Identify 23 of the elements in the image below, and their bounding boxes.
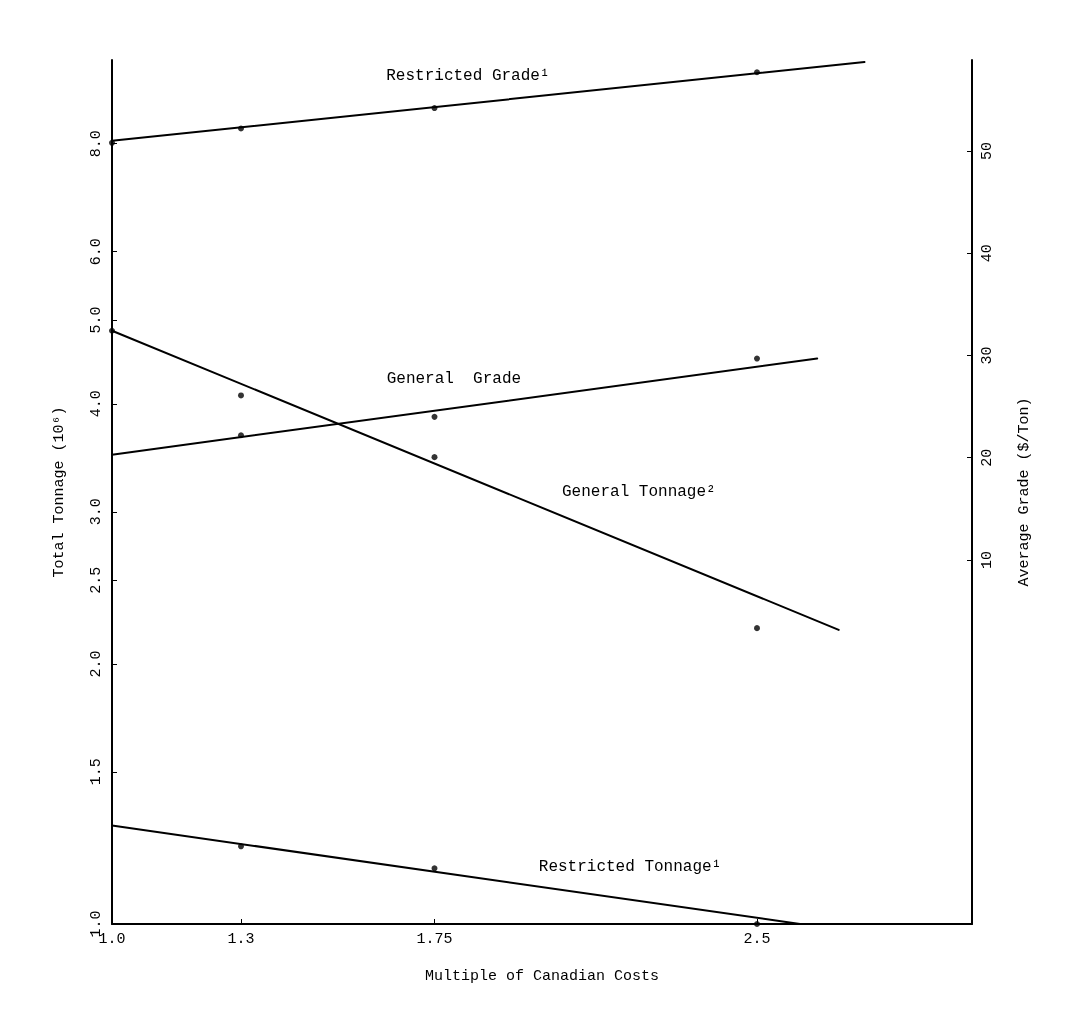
y2-axis-title: Average Grade ($/Ton) (1016, 397, 1033, 587)
y2-tick-label: 50 (979, 141, 996, 161)
x-tick-label: 1.3 (227, 931, 255, 948)
x-tick-label: 2.5 (743, 931, 771, 948)
x-tick-label: 1.75 (416, 931, 453, 948)
y-tick-label: 4.0 (88, 390, 105, 418)
series-label: Restricted Grade¹ (386, 66, 550, 85)
y-tick-label: 2.5 (88, 566, 105, 594)
y-axis-title: Total Tonnage (10⁶) (51, 406, 68, 578)
y-tick-label: 3.0 (88, 498, 105, 526)
y2-tick-label: 20 (979, 448, 996, 467)
series-label: General Grade (386, 370, 522, 389)
y2-tick-label: 30 (979, 346, 996, 365)
y-tick-label: 8.0 (88, 130, 105, 158)
y2-tick-label: 10 (979, 550, 996, 569)
y-tick-label: 5.0 (88, 306, 105, 334)
x-axis-title: Multiple of Canadian Costs (424, 968, 660, 985)
y2-tick-label: 40 (979, 244, 996, 263)
y-tick-label: 2.0 (88, 650, 105, 678)
series-label: Restricted Tonnage¹ (538, 857, 722, 876)
y-tick-label: 6.0 (88, 238, 105, 266)
series-label: General Tonnage² (562, 483, 716, 502)
y-tick-label: 1.5 (88, 758, 105, 786)
